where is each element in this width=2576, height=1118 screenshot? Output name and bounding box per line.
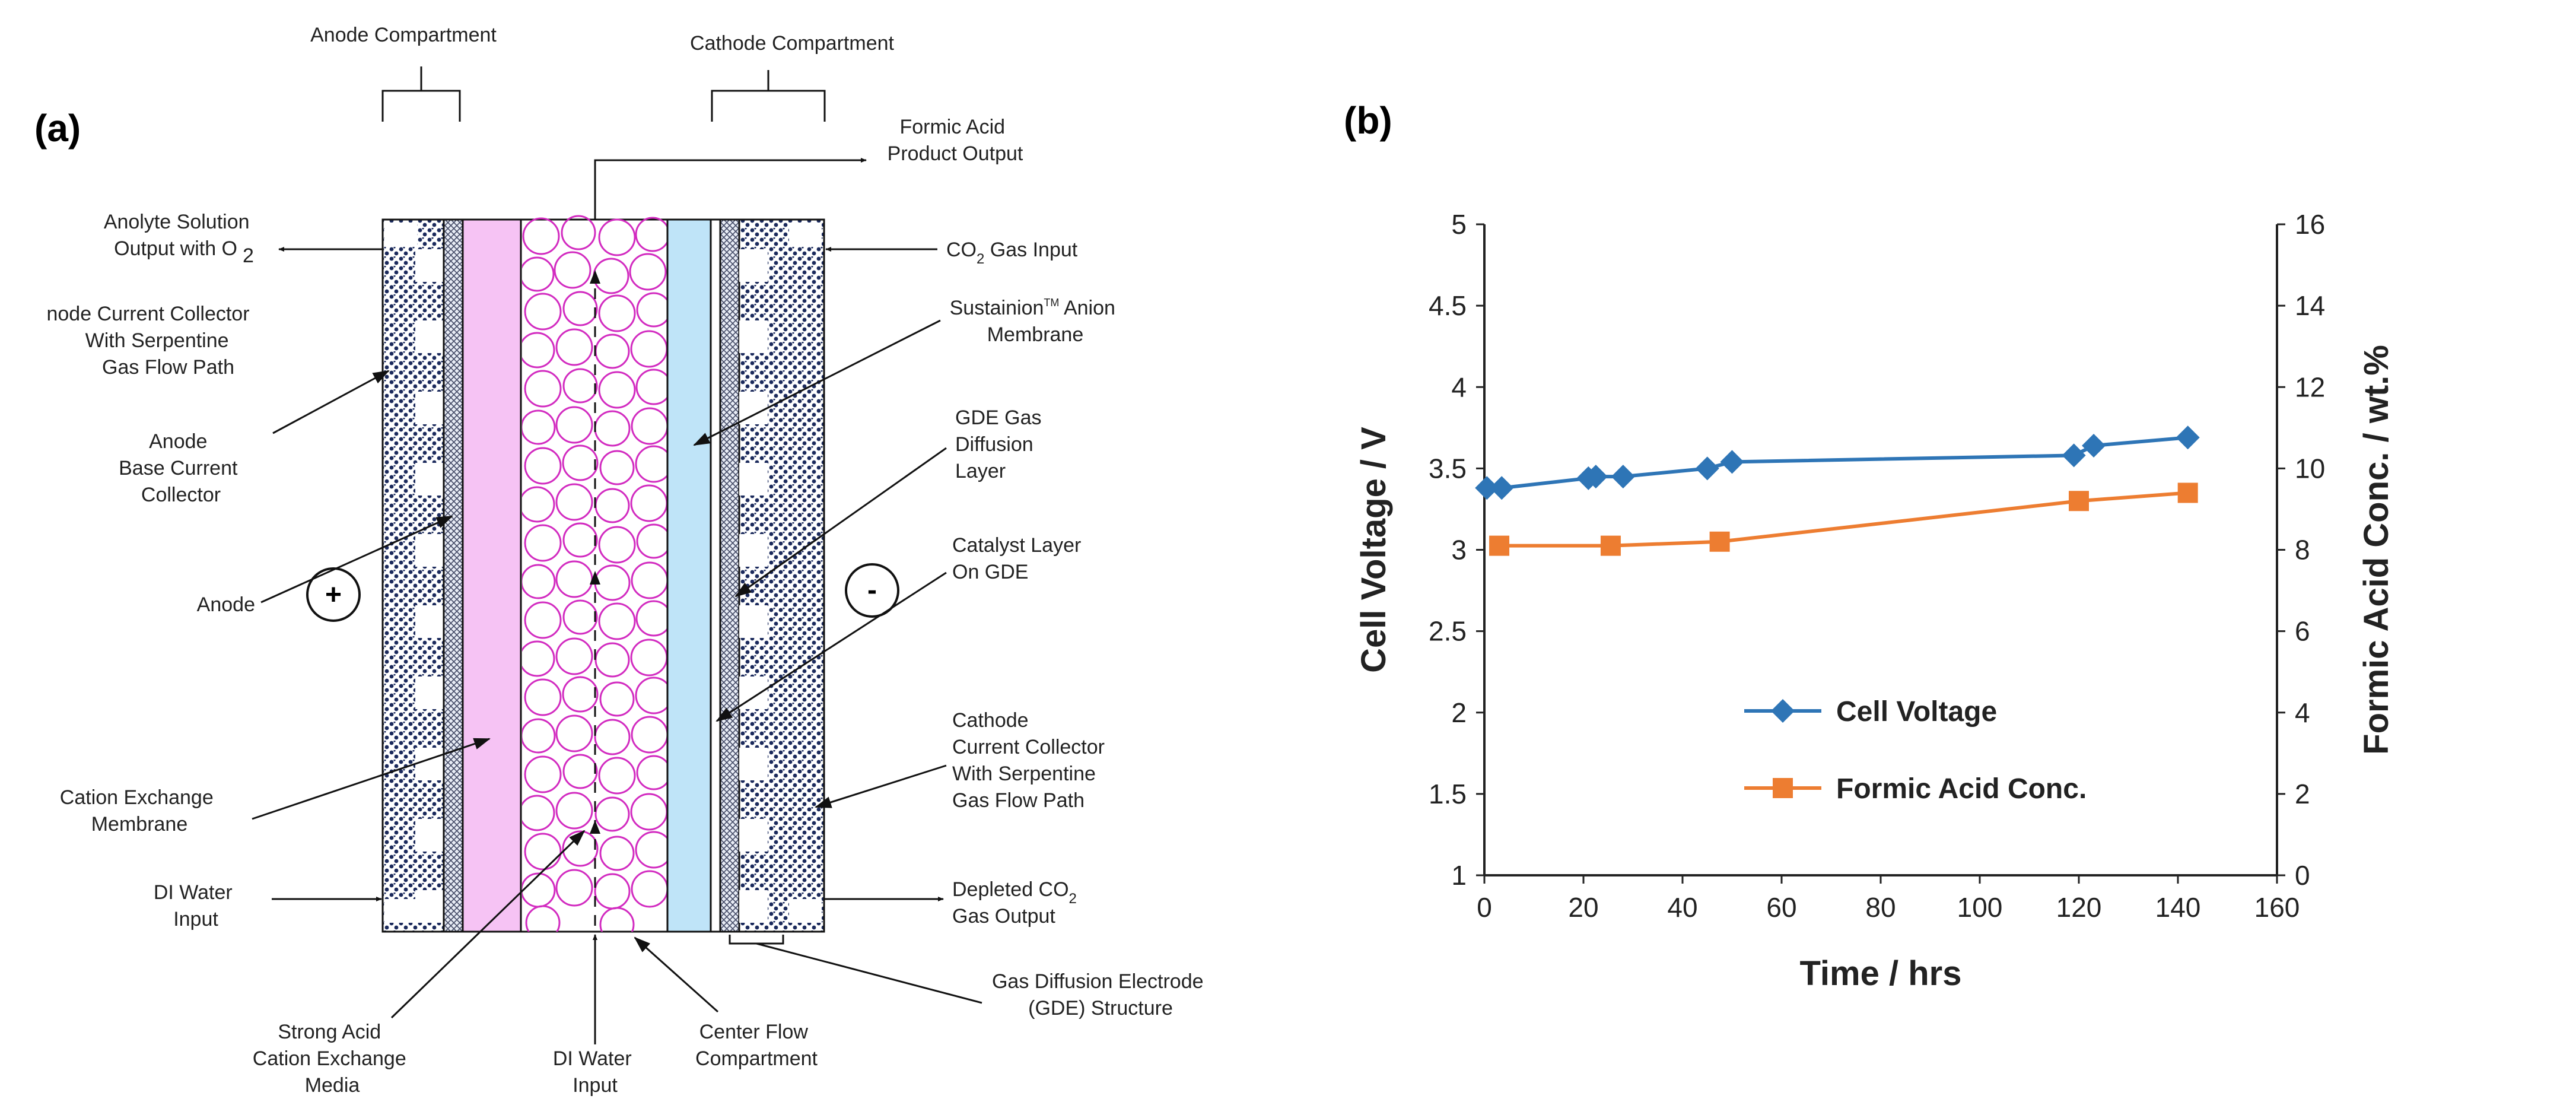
legend-marker-1 — [1771, 699, 1795, 723]
y-tick-label-left: 1 — [1451, 860, 1467, 891]
positive-terminal-sign: + — [325, 579, 342, 611]
x-tick-label: 20 — [1568, 892, 1598, 923]
panel-a: (a) Anode Compartment Cathode Compartmen… — [34, 24, 1209, 1097]
legend-marker-2 — [1773, 778, 1793, 798]
formic-acid-output-label: Formic Acid Product Output — [888, 116, 1023, 165]
panel-a-tag: (a) — [34, 107, 81, 150]
cation-exchange-membrane-label: Cation Exchange Membrane — [60, 786, 219, 836]
panel-b-tag: (b) — [1344, 99, 1392, 142]
anode-base-current-collector-label: Anode Base Current Collector — [119, 430, 243, 506]
x-tick-label: 40 — [1667, 892, 1697, 923]
y-tick-label-left: 4 — [1451, 371, 1467, 402]
depleted-co2-output-label: Depleted CO2 Gas Output — [952, 878, 1082, 928]
series-1-point — [2176, 425, 2200, 450]
gde-structure-label: Gas Diffusion Electrode (GDE) Structure — [992, 970, 1209, 1019]
panel-b: (b) 0 20 40 60 80 100 120 140 16011.522.533.544.… — [1344, 99, 2396, 993]
y-tick-label-left: 1.5 — [1429, 779, 1467, 809]
product-output-arrow — [594, 158, 867, 220]
legend-label-2: Formic Acid Conc. — [1836, 773, 2087, 805]
y-tick-label-right: 2 — [2295, 779, 2310, 809]
series-1-point — [1720, 450, 1744, 474]
sustainion-anion-membrane — [666, 218, 712, 933]
y-tick-label-left: 4.5 — [1429, 290, 1467, 321]
series-1-point — [2062, 443, 2086, 468]
y-tick-label-left: 3.5 — [1429, 453, 1467, 484]
series-1-point — [1695, 456, 1719, 481]
y-tick-label-right: 0 — [2295, 860, 2310, 891]
series-2-point — [1709, 531, 1730, 552]
anode-label: Anode — [197, 593, 255, 616]
y-tick-label-left: 5 — [1451, 209, 1467, 240]
x-tick-label: 100 — [1957, 892, 2003, 923]
cation-exchange-membrane — [462, 218, 522, 933]
series-2-point — [1489, 535, 1510, 556]
x-tick-label: 120 — [2056, 892, 2102, 923]
di-water-input-label: DI Water Input — [154, 881, 238, 930]
x-tick-label: 140 — [2155, 892, 2201, 923]
catalyst-layer-label: Catalyst Layer On GDE — [952, 534, 1087, 583]
x-tick-label: 0 — [1477, 892, 1492, 923]
y-tick-label-left: 2 — [1451, 697, 1467, 728]
cathode-compartment-bracket — [711, 70, 826, 122]
series-1-point — [1475, 476, 1499, 500]
co2-gas-input-label: CO2 Gas Input — [946, 239, 1078, 267]
y-tick-label-right: 8 — [2295, 535, 2310, 566]
negative-terminal-circle — [845, 563, 899, 618]
center-flow-arrowhead-top — [590, 270, 600, 284]
positive-terminal-circle — [306, 567, 361, 622]
formic-acid-chart: 0 20 40 60 80 100 120 140 160 1 1.5 2 2.5 3 3.5 4 4.5 5 0 2… — [1354, 209, 2396, 993]
anolyte-output-subscript: 2 — [243, 244, 254, 267]
anode-compartment-header: Anode Compartment — [310, 24, 497, 46]
y-tick-label-left: 3 — [1451, 535, 1467, 566]
center-flow-arrowhead-middle — [590, 571, 600, 585]
y-tick-label-right: 6 — [2295, 616, 2310, 647]
y-axis-title-right: Formic Acid Conc. / wt.% — [2357, 345, 2396, 755]
anode-compartment-bracket — [381, 66, 461, 122]
center-flow-compartment-label: Center Flow Compartment — [695, 1021, 818, 1070]
y-axis-title-left: Cell Voltage / V — [1354, 427, 1393, 673]
cathode-serpentine-channels — [739, 223, 822, 923]
x-axis-title: Time / hrs — [1800, 954, 1962, 993]
legend-label-1: Cell Voltage — [1836, 696, 1997, 728]
center-flow-arrowhead-lower — [590, 820, 600, 834]
anode-serpentine-channels — [384, 223, 444, 923]
anolyte-output-label: Anolyte Solution Output with O — [104, 211, 255, 260]
cathode-compartment-header: Cathode Compartment — [690, 32, 895, 55]
negative-terminal-sign: - — [867, 574, 877, 606]
series-1-point — [1583, 465, 1608, 489]
y-tick-label-right: 4 — [2295, 697, 2310, 728]
series-1-point — [2082, 433, 2106, 458]
anode-current-collector-label: node Current Collector With Serpentine G… — [46, 303, 255, 379]
y-tick-label-right: 10 — [2295, 453, 2325, 484]
y-tick-label-right: 16 — [2295, 209, 2325, 240]
x-tick-label: 160 — [2254, 892, 2300, 923]
series-line-1 — [1487, 436, 2188, 490]
x-tick-label: 80 — [1865, 892, 1896, 923]
series-2-point — [1600, 535, 1621, 556]
anode-layer — [443, 218, 464, 933]
gde-gas-diffusion-layer-label: GDE Gas Diffusion Layer — [955, 406, 1047, 482]
y-tick-label-left: 2.5 — [1429, 616, 1467, 647]
y-tick-label-right: 14 — [2295, 290, 2325, 321]
series-2-point — [2177, 482, 2198, 503]
catalyst-layer — [710, 218, 721, 933]
sustainion-membrane-label: SustainionTM Anion Membrane — [950, 297, 1121, 346]
x-tick-label: 60 — [1766, 892, 1796, 923]
di-water-bottom-label: DI Water Input — [553, 1047, 637, 1097]
gde-gas-diffusion-layer — [719, 218, 740, 933]
strong-acid-media-label: Strong Acid Cation Exchange Media — [253, 1021, 412, 1097]
cathode-current-collector-label: Cathode Current Collector With Serpentin… — [952, 709, 1110, 812]
series-1-point — [1611, 465, 1635, 489]
y-tick-label-right: 12 — [2295, 371, 2325, 402]
pointer-lines — [252, 319, 982, 1019]
series-2-point — [2069, 491, 2089, 512]
series-1-point — [1490, 476, 1514, 500]
